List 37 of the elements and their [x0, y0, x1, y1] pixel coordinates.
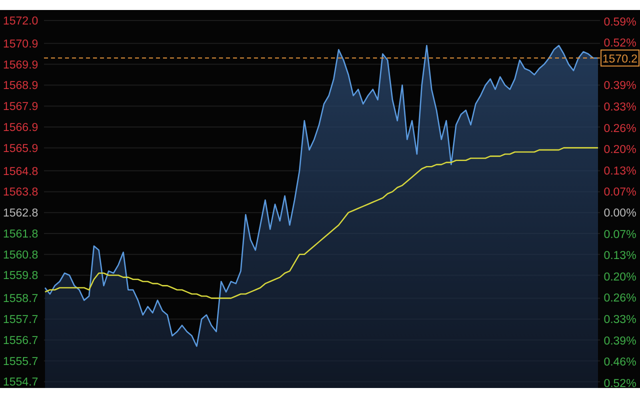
y-tick-label: 1560.8	[3, 249, 38, 262]
y-tick-label: 1562.8	[3, 208, 38, 220]
y-tick-label: 1559.8	[3, 270, 38, 282]
y2-tick-label: 0.26%	[604, 292, 636, 305]
ref-line-label: 1570.2	[602, 54, 638, 66]
y2-tick-label: 0.20%	[604, 144, 636, 156]
y2-tick-label: 0.39%	[604, 335, 636, 348]
y2-tick-label: 0.13%	[604, 250, 636, 262]
y2-tick-label: 0.00%	[604, 208, 636, 220]
y2-tick-label: 0.52%	[604, 378, 636, 390]
y2-tick-label: 0.13%	[604, 165, 636, 178]
y-tick-label: 1554.7	[3, 376, 38, 389]
line-series	[44, 147, 599, 299]
y-tick-label: 1555.7	[3, 356, 38, 368]
y2-tick-label: 0.20%	[604, 271, 636, 284]
y-tick-label: 1570.9	[3, 38, 38, 50]
y-tick-label: 1565.9	[3, 142, 38, 155]
y-tick-label: 1569.9	[3, 59, 38, 72]
y-tick-label: 1558.7	[3, 293, 38, 306]
y-tick-label: 1568.9	[3, 80, 38, 92]
y-tick-label: 1557.7	[3, 314, 38, 326]
y2-tick-label: 0.07%	[604, 186, 636, 198]
y-tick-label: 1556.7	[3, 334, 38, 347]
y-tick-label: 1563.8	[3, 186, 38, 199]
y2-tick-label: 0.39%	[604, 80, 636, 92]
y-tick-label: 1564.8	[3, 166, 38, 178]
y-tick-label: 1561.8	[3, 228, 38, 240]
y-tick-label: 1566.9	[3, 122, 38, 134]
y2-tick-label: 0.33%	[604, 101, 636, 114]
y2-tick-label: 0.46%	[604, 356, 636, 369]
y2-tick-label: 0.07%	[604, 228, 636, 241]
y2-tick-label: 0.26%	[604, 122, 636, 135]
y-tick-label: 1567.9	[3, 101, 38, 114]
y2-tick-label: 0.33%	[604, 314, 636, 326]
y2-tick-label: 0.52%	[604, 38, 636, 50]
y2-tick-label: 0.59%	[604, 16, 636, 28]
y-tick-label: 1572.0	[3, 15, 38, 28]
